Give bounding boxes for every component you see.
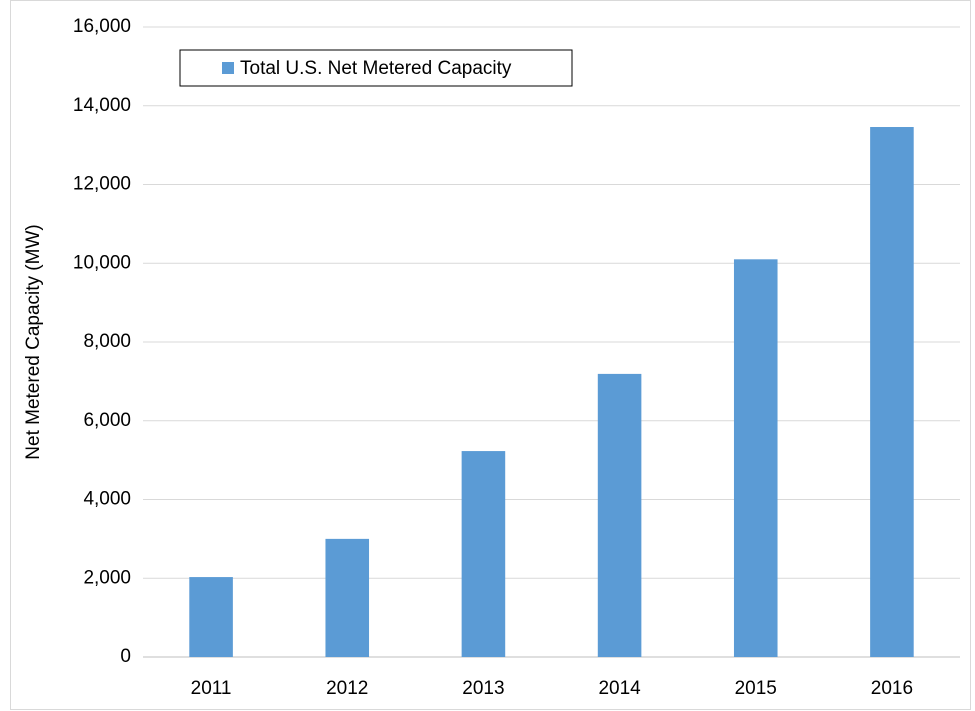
y-tick-label: 8,000 bbox=[83, 331, 131, 352]
y-tick-label: 12,000 bbox=[73, 174, 131, 195]
y-tick-label: 16,000 bbox=[73, 16, 131, 37]
y-tick-label: 4,000 bbox=[83, 489, 131, 510]
legend-box bbox=[179, 49, 573, 87]
bar bbox=[870, 127, 914, 657]
x-tick-label: 2011 bbox=[191, 678, 232, 699]
chart-border bbox=[10, 0, 971, 710]
x-tick-label: 2012 bbox=[326, 678, 368, 699]
y-tick-label: 10,000 bbox=[73, 252, 131, 273]
bar bbox=[461, 451, 506, 657]
x-tick-label: 2016 bbox=[871, 678, 913, 699]
bar bbox=[597, 373, 642, 657]
bar bbox=[325, 538, 370, 657]
y-tick-label: 6,000 bbox=[83, 410, 131, 431]
y-tick-label: 0 bbox=[120, 646, 131, 667]
x-tick-label: 2014 bbox=[598, 678, 641, 699]
legend-swatch bbox=[222, 62, 234, 74]
y-tick-label: 2,000 bbox=[83, 567, 131, 588]
y-axis-label: Net Metered Capacity (MW) bbox=[23, 224, 44, 459]
x-tick-label: 2013 bbox=[462, 678, 504, 699]
y-tick-label: 14,000 bbox=[73, 95, 131, 116]
bar bbox=[189, 577, 233, 657]
bar bbox=[733, 259, 778, 657]
x-tick-label: 2015 bbox=[735, 678, 777, 699]
legend-label: Total U.S. Net Metered Capacity bbox=[240, 58, 512, 79]
